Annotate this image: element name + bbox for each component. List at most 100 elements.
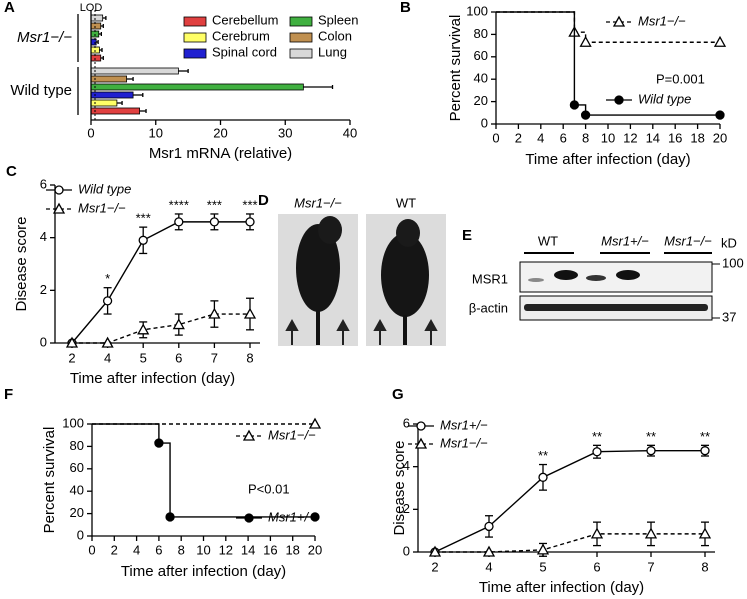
x-tick-label: 2 [431, 559, 438, 574]
y-tick-label: 80 [70, 438, 84, 453]
x-tick-label: 10 [601, 130, 615, 145]
panel-letter: C [6, 163, 17, 180]
x-tick-label: 8 [701, 559, 708, 574]
y-tick-label: 40 [70, 483, 84, 498]
y-tick-label: 0 [40, 334, 47, 349]
row-label: MSR1 [472, 271, 508, 286]
blot-box [519, 261, 713, 293]
bar [90, 107, 140, 115]
marker [698, 527, 712, 539]
marker [579, 35, 592, 47]
x-tick-label: 14 [241, 542, 255, 557]
marker [54, 185, 64, 195]
panel-letter: G [392, 386, 404, 403]
y-tick-label: 100 [466, 3, 488, 18]
photo-label: WT [396, 195, 416, 210]
x-axis-title: Time after infection (day) [121, 563, 286, 580]
legend-label: Lung [318, 44, 347, 59]
panel-letter: D [258, 192, 269, 209]
mouse-head [396, 219, 420, 247]
x-tick-label: 7 [647, 559, 654, 574]
marker [484, 521, 494, 532]
y-tick-label: 4 [40, 229, 47, 244]
survival-line [496, 11, 720, 116]
x-tick-label: 4 [485, 559, 492, 574]
x-axis-title: Time after infection (day) [525, 151, 690, 168]
mouse-photos: D Msr1−/− WT [258, 192, 446, 346]
x-tick-label: 6 [155, 542, 162, 557]
series-line [71, 221, 250, 344]
legend-label: Spleen [318, 12, 358, 27]
x-tick-label: 6 [175, 350, 182, 365]
bar [90, 91, 134, 99]
marker [102, 296, 113, 306]
series-line [435, 533, 705, 553]
marker [137, 323, 150, 335]
mouse [381, 233, 429, 317]
significance-label: ** [646, 429, 656, 444]
y-tick-label: 6 [40, 176, 47, 191]
x-axis-title: Time after infection (day) [479, 579, 644, 596]
y-tick-label: 0 [481, 115, 488, 130]
marker [416, 421, 426, 431]
annotation: P<0.01 [248, 481, 290, 496]
legend-label: Msr1−/− [440, 435, 488, 450]
x-tick-label: 4 [133, 542, 140, 557]
marker [243, 307, 257, 319]
x-axis-title: Time after infection (day) [70, 370, 235, 387]
marker [154, 438, 164, 448]
x-tick-label: 6 [560, 130, 567, 145]
x-tick-label: 5 [140, 350, 147, 365]
y-tick-label: 100 [62, 415, 84, 430]
significance-label: ** [700, 429, 710, 444]
marker [569, 100, 580, 110]
x-tick-label: 20 [308, 542, 322, 557]
legend-label: Cerebrum [212, 28, 270, 43]
marker [244, 513, 254, 523]
marker [700, 446, 710, 456]
marker [172, 318, 185, 330]
legend-label: Msr1+/− [440, 417, 488, 432]
y-tick-label: 40 [474, 71, 488, 86]
marker [646, 446, 656, 456]
marker [310, 512, 320, 522]
y-tick-label: 60 [70, 460, 84, 475]
x-tick-label: 16 [668, 130, 682, 145]
significance-label: *** [136, 211, 151, 226]
x-tick-label: 16 [263, 542, 277, 557]
y-axis-title: Disease score [391, 440, 408, 535]
x-tick-label: 10 [149, 125, 163, 140]
marker [590, 527, 604, 539]
legend-label: Cerebellum [212, 12, 278, 27]
annotation: LOD [80, 2, 103, 14]
x-tick-label: 8 [178, 542, 185, 557]
bar [90, 22, 102, 30]
marker [208, 307, 221, 319]
legend-label: Msr1−/− [268, 427, 316, 442]
bar [90, 54, 102, 62]
marker [165, 512, 175, 522]
marker [592, 447, 602, 457]
x-tick-label: 20 [713, 130, 727, 145]
legend-label: Wild type [78, 181, 131, 196]
size-marker: 100 [722, 255, 744, 270]
marker [242, 429, 256, 441]
marker [138, 235, 148, 245]
x-axis-title: Msr1 mRNA (relative) [149, 145, 292, 162]
size-marker: 37 [722, 309, 736, 324]
photo-label: Msr1−/− [294, 195, 342, 210]
y-tick-label: 0 [77, 527, 84, 542]
arrows [285, 318, 438, 345]
y-axis-title: Percent survival [447, 15, 464, 122]
marker [209, 217, 220, 227]
marker [715, 110, 725, 120]
bar [90, 83, 304, 91]
series-line [434, 449, 705, 553]
y-axis-title: Percent survival [41, 427, 58, 534]
marker [644, 527, 658, 539]
panel-letter: E [462, 227, 472, 244]
legend-label: Msr1−/− [638, 13, 686, 28]
x-tick-label: 0 [87, 125, 94, 140]
bar [90, 75, 128, 83]
y-tick-label: 80 [474, 26, 488, 41]
